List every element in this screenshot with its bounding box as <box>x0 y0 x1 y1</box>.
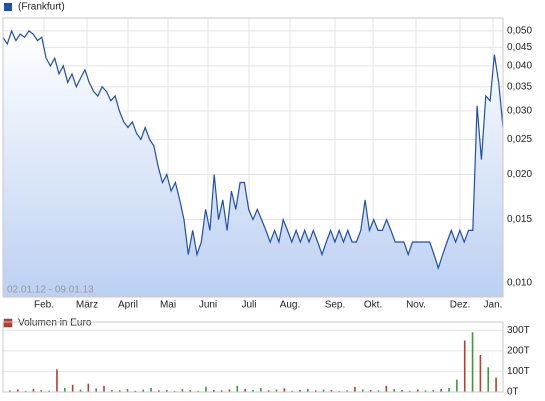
volume-bar <box>205 386 207 392</box>
volume-bar <box>118 390 121 392</box>
volume-bar <box>228 389 231 392</box>
volume-bar <box>173 390 176 392</box>
volume-bar <box>48 390 50 392</box>
volume-bar <box>416 389 419 392</box>
volume-bar <box>291 390 294 392</box>
y-tick-label: 0T <box>507 387 519 398</box>
legend-swatch <box>4 3 12 11</box>
volume-bar <box>369 389 372 392</box>
y-tick-label: 0,030 <box>507 106 532 117</box>
volume-bar <box>409 390 411 392</box>
volume-bar <box>260 387 262 392</box>
x-tick-label: März <box>76 300 98 311</box>
volume-bar <box>377 390 380 392</box>
plot-frame <box>2 17 504 298</box>
y-tick-label: 0,025 <box>507 134 532 145</box>
volume-bar <box>361 389 364 392</box>
volume-bar <box>95 388 97 392</box>
volume-bar <box>401 389 403 392</box>
x-tick-label: Okt. <box>364 300 382 311</box>
y-tick-label: 0,050 <box>507 26 532 37</box>
volume-bar <box>212 389 215 392</box>
volume-bar <box>158 390 160 392</box>
volume-bar <box>40 389 43 392</box>
x-tick-label: Sep. <box>325 300 346 311</box>
volume-bar <box>71 384 74 392</box>
y-tick-label: 300T <box>507 325 530 336</box>
volume-bar <box>103 385 105 392</box>
volume-bar <box>236 385 239 392</box>
volume-bar <box>24 390 27 392</box>
volume-bar <box>244 388 246 392</box>
y-tick-label: 0,010 <box>507 278 532 289</box>
y-tick-label: 0,015 <box>507 214 532 225</box>
y-tick-label: 200T <box>507 345 530 356</box>
volume-bar <box>189 390 192 392</box>
x-tick-label: Dez. <box>450 300 471 311</box>
x-tick-label: April <box>118 300 138 311</box>
y-tick-label: 0,040 <box>507 61 532 72</box>
volume-bar <box>440 388 442 392</box>
volume-bar <box>165 389 168 392</box>
volume-bar <box>330 389 333 392</box>
volume-bar <box>87 383 90 392</box>
x-tick-label: Juni <box>199 300 217 311</box>
volume-bar <box>252 389 254 392</box>
volume-bar <box>142 389 145 392</box>
volume-bar <box>126 388 129 392</box>
x-tick-label: Feb. <box>34 300 54 311</box>
volume-bar <box>267 390 270 392</box>
volume-bar <box>32 388 35 392</box>
volume-bar <box>346 390 348 392</box>
volume-bar <box>299 389 301 392</box>
plot-frame <box>2 321 504 393</box>
volume-bar <box>471 332 474 392</box>
price-area <box>3 30 503 298</box>
volume-bar <box>479 354 482 392</box>
price-line <box>2 29 504 271</box>
volume-bar <box>463 340 466 392</box>
volume-bar <box>432 389 435 392</box>
x-tick-label: Nov. <box>406 300 426 311</box>
x-tick-label: Jan. <box>484 300 503 311</box>
x-tick-label: Juli <box>241 300 256 311</box>
volume-bar <box>393 388 395 392</box>
volume-bar <box>495 377 497 392</box>
volume-bar <box>424 390 427 392</box>
volume-bar <box>322 389 325 392</box>
volume-bar <box>16 389 19 392</box>
volume-bar <box>283 388 286 392</box>
volume-bar <box>307 388 309 392</box>
legend-swatch <box>3 318 13 328</box>
volume-bar <box>111 389 113 392</box>
volume-bar <box>64 387 66 392</box>
volume-bar <box>385 385 388 392</box>
volume-bar <box>314 390 317 392</box>
x-tick-label: Aug. <box>280 300 301 311</box>
volume-bar <box>9 390 11 392</box>
volume-bar <box>220 390 223 392</box>
volume-bar <box>338 390 341 392</box>
x-tick-label: Mai <box>160 300 176 311</box>
y-tick-label: 0,035 <box>507 81 532 92</box>
volume-bar <box>150 387 152 392</box>
volume-bar <box>197 390 199 392</box>
volume-bar <box>487 367 490 392</box>
date-range: 02.01.12 - 09.01.13 <box>7 285 94 296</box>
volume-bar <box>354 386 356 392</box>
volume-bar <box>79 389 82 392</box>
volume-bar <box>134 390 137 392</box>
volume-bar <box>56 369 58 392</box>
volume-bar <box>448 387 450 392</box>
y-tick-label: 100T <box>507 366 530 377</box>
volume-bar <box>456 379 458 392</box>
legend-label: (Frankfurt) <box>18 2 65 13</box>
volume-bar <box>181 389 184 392</box>
volume-bar <box>275 389 278 392</box>
legend-label: Volumen in Euro <box>18 318 92 329</box>
y-tick-label: 0,020 <box>507 169 532 180</box>
y-tick-label: 0,045 <box>507 42 532 53</box>
